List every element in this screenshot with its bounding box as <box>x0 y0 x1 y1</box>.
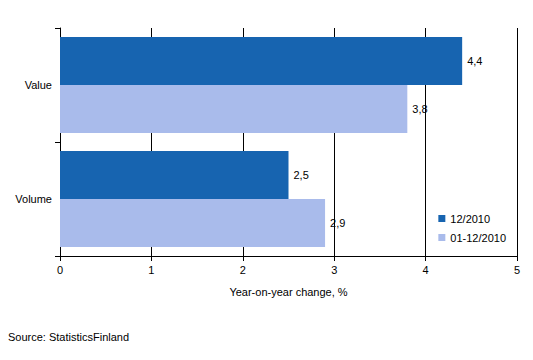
svg-text:5: 5 <box>514 264 520 276</box>
svg-text:4: 4 <box>423 264 429 276</box>
svg-text:2,5: 2,5 <box>294 169 309 181</box>
svg-text:3: 3 <box>331 264 337 276</box>
svg-text:01-12/2010: 01-12/2010 <box>450 232 506 244</box>
svg-text:Volume: Volume <box>15 193 52 205</box>
svg-text:12/2010: 12/2010 <box>450 213 490 225</box>
svg-text:0: 0 <box>57 264 63 276</box>
svg-text:1: 1 <box>148 264 154 276</box>
svg-text:4,4: 4,4 <box>467 55 482 67</box>
svg-text:Source: StatisticsFinland: Source: StatisticsFinland <box>8 331 129 343</box>
svg-text:Value: Value <box>25 79 52 91</box>
svg-text:2: 2 <box>240 264 246 276</box>
svg-text:3,8: 3,8 <box>412 103 427 115</box>
svg-text:2,9: 2,9 <box>330 217 345 229</box>
svg-text:Year-on-year change, %: Year-on-year change, % <box>229 286 347 298</box>
